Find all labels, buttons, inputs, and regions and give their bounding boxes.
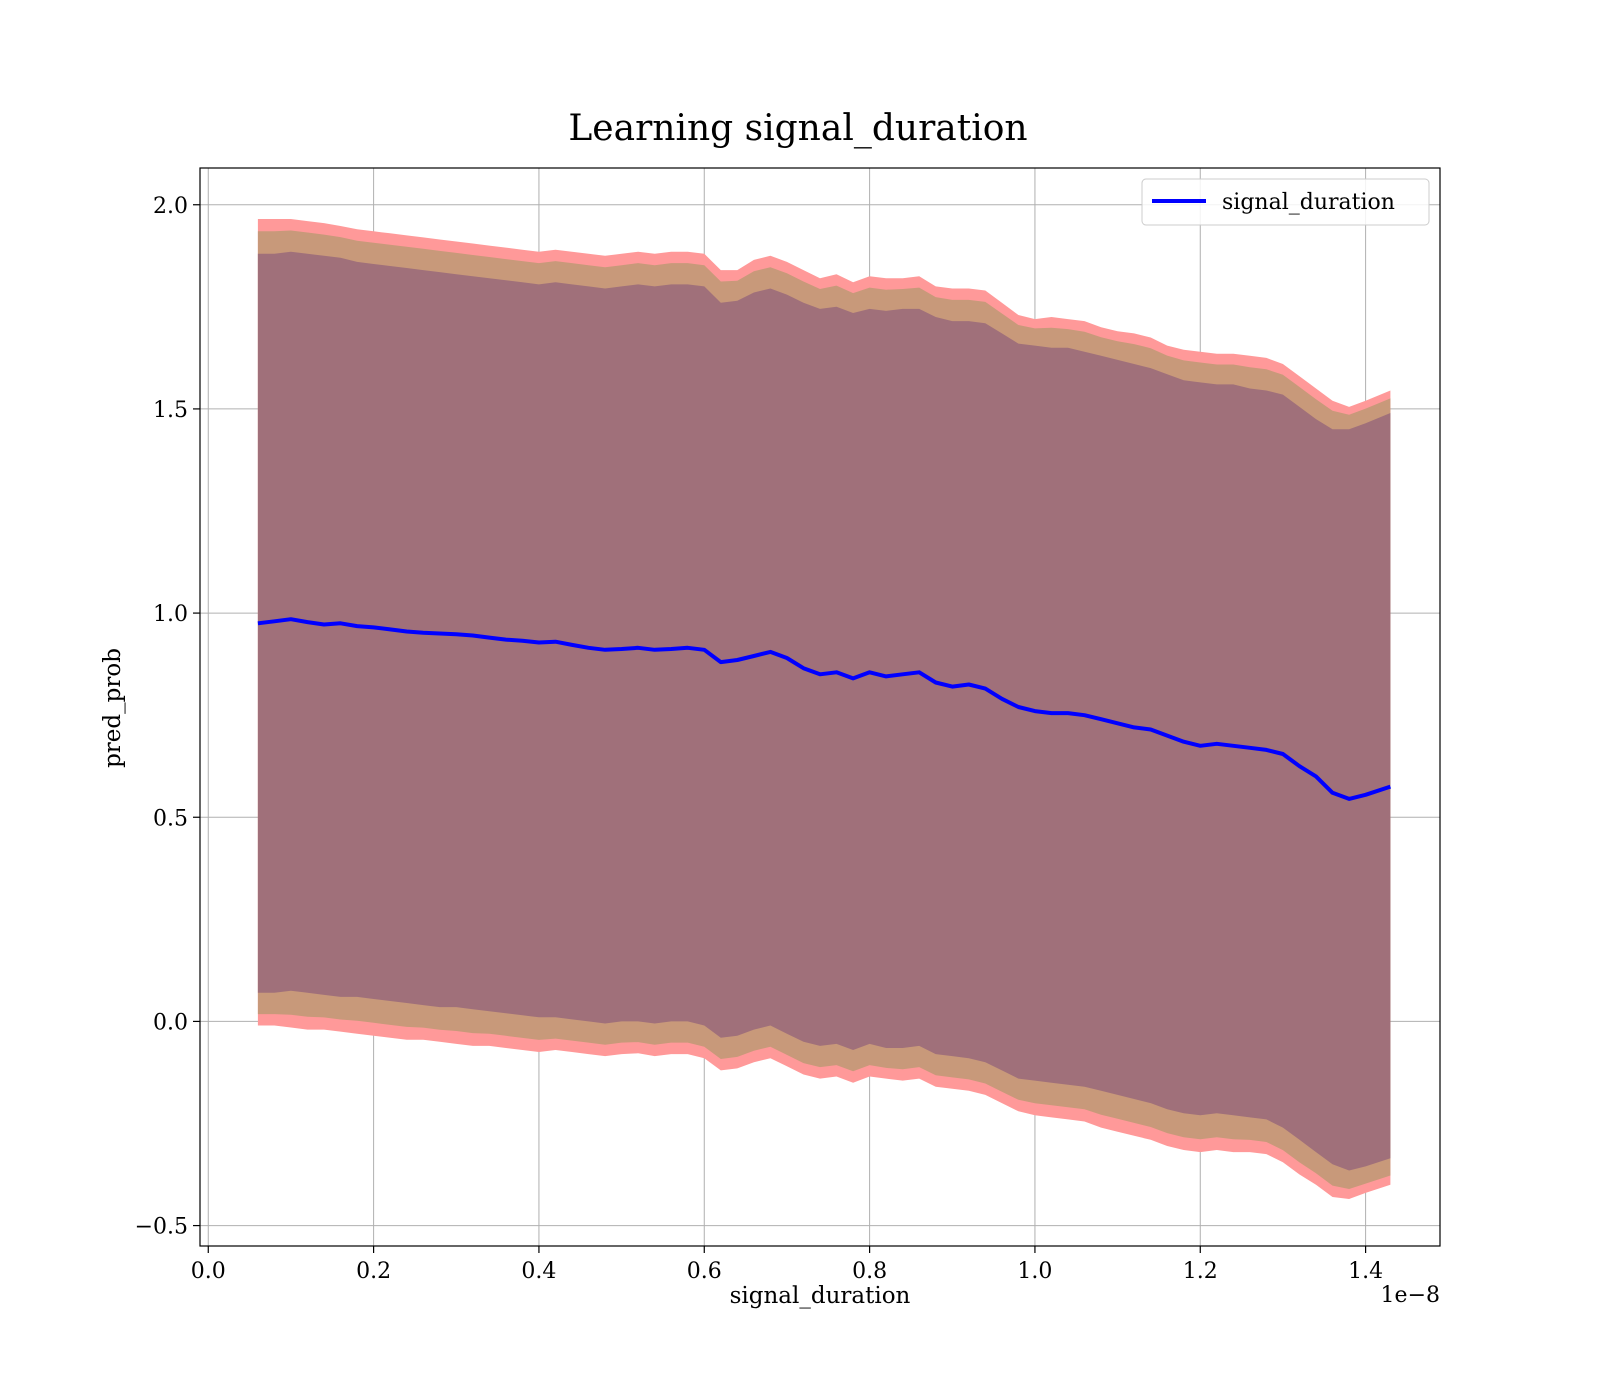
x-tick-label: 0.0 [191,1259,226,1284]
x-tick-label: 1.4 [1348,1259,1383,1284]
chart-title: Learning signal_duration [568,108,1027,149]
x-axis-ticks: 0.0 0.2 0.4 0.6 0.8 1.0 1.2 1.4 [191,1246,1383,1284]
legend-entry: signal_duration [1222,190,1395,215]
y-tick-label: 2.0 [153,194,188,219]
x-axis-offset-label: 1e−8 [1381,1283,1440,1308]
y-tick-label: 1.5 [153,398,188,423]
y-tick-label: 0.0 [153,1010,188,1035]
y-tick-label: 1.0 [153,602,188,627]
confidence-bands [257,219,1391,1199]
y-tick-label: −0.5 [135,1215,188,1240]
x-tick-label: 0.2 [356,1259,391,1284]
legend: signal_duration [1141,178,1430,226]
series-lines [257,617,1392,801]
plot-area-frame [199,167,1441,1247]
series-line-signal-duration [257,617,1392,801]
x-tick-label: 0.4 [521,1259,556,1284]
y-tick-label: 0.5 [153,806,188,831]
x-tick-label: 1.2 [1183,1259,1218,1284]
y-axis-ticks: −0.5 0.0 0.5 1.0 1.5 2.0 [135,194,200,1240]
x-tick-label: 0.8 [852,1259,887,1284]
x-axis-label: signal_duration [730,1283,911,1309]
inner-confidence-band [257,251,1391,1171]
x-tick-label: 0.6 [687,1259,722,1284]
y-axis-label: pred_prob [100,648,126,768]
legend-box [1141,178,1430,226]
x-tick-label: 1.0 [1017,1259,1052,1284]
